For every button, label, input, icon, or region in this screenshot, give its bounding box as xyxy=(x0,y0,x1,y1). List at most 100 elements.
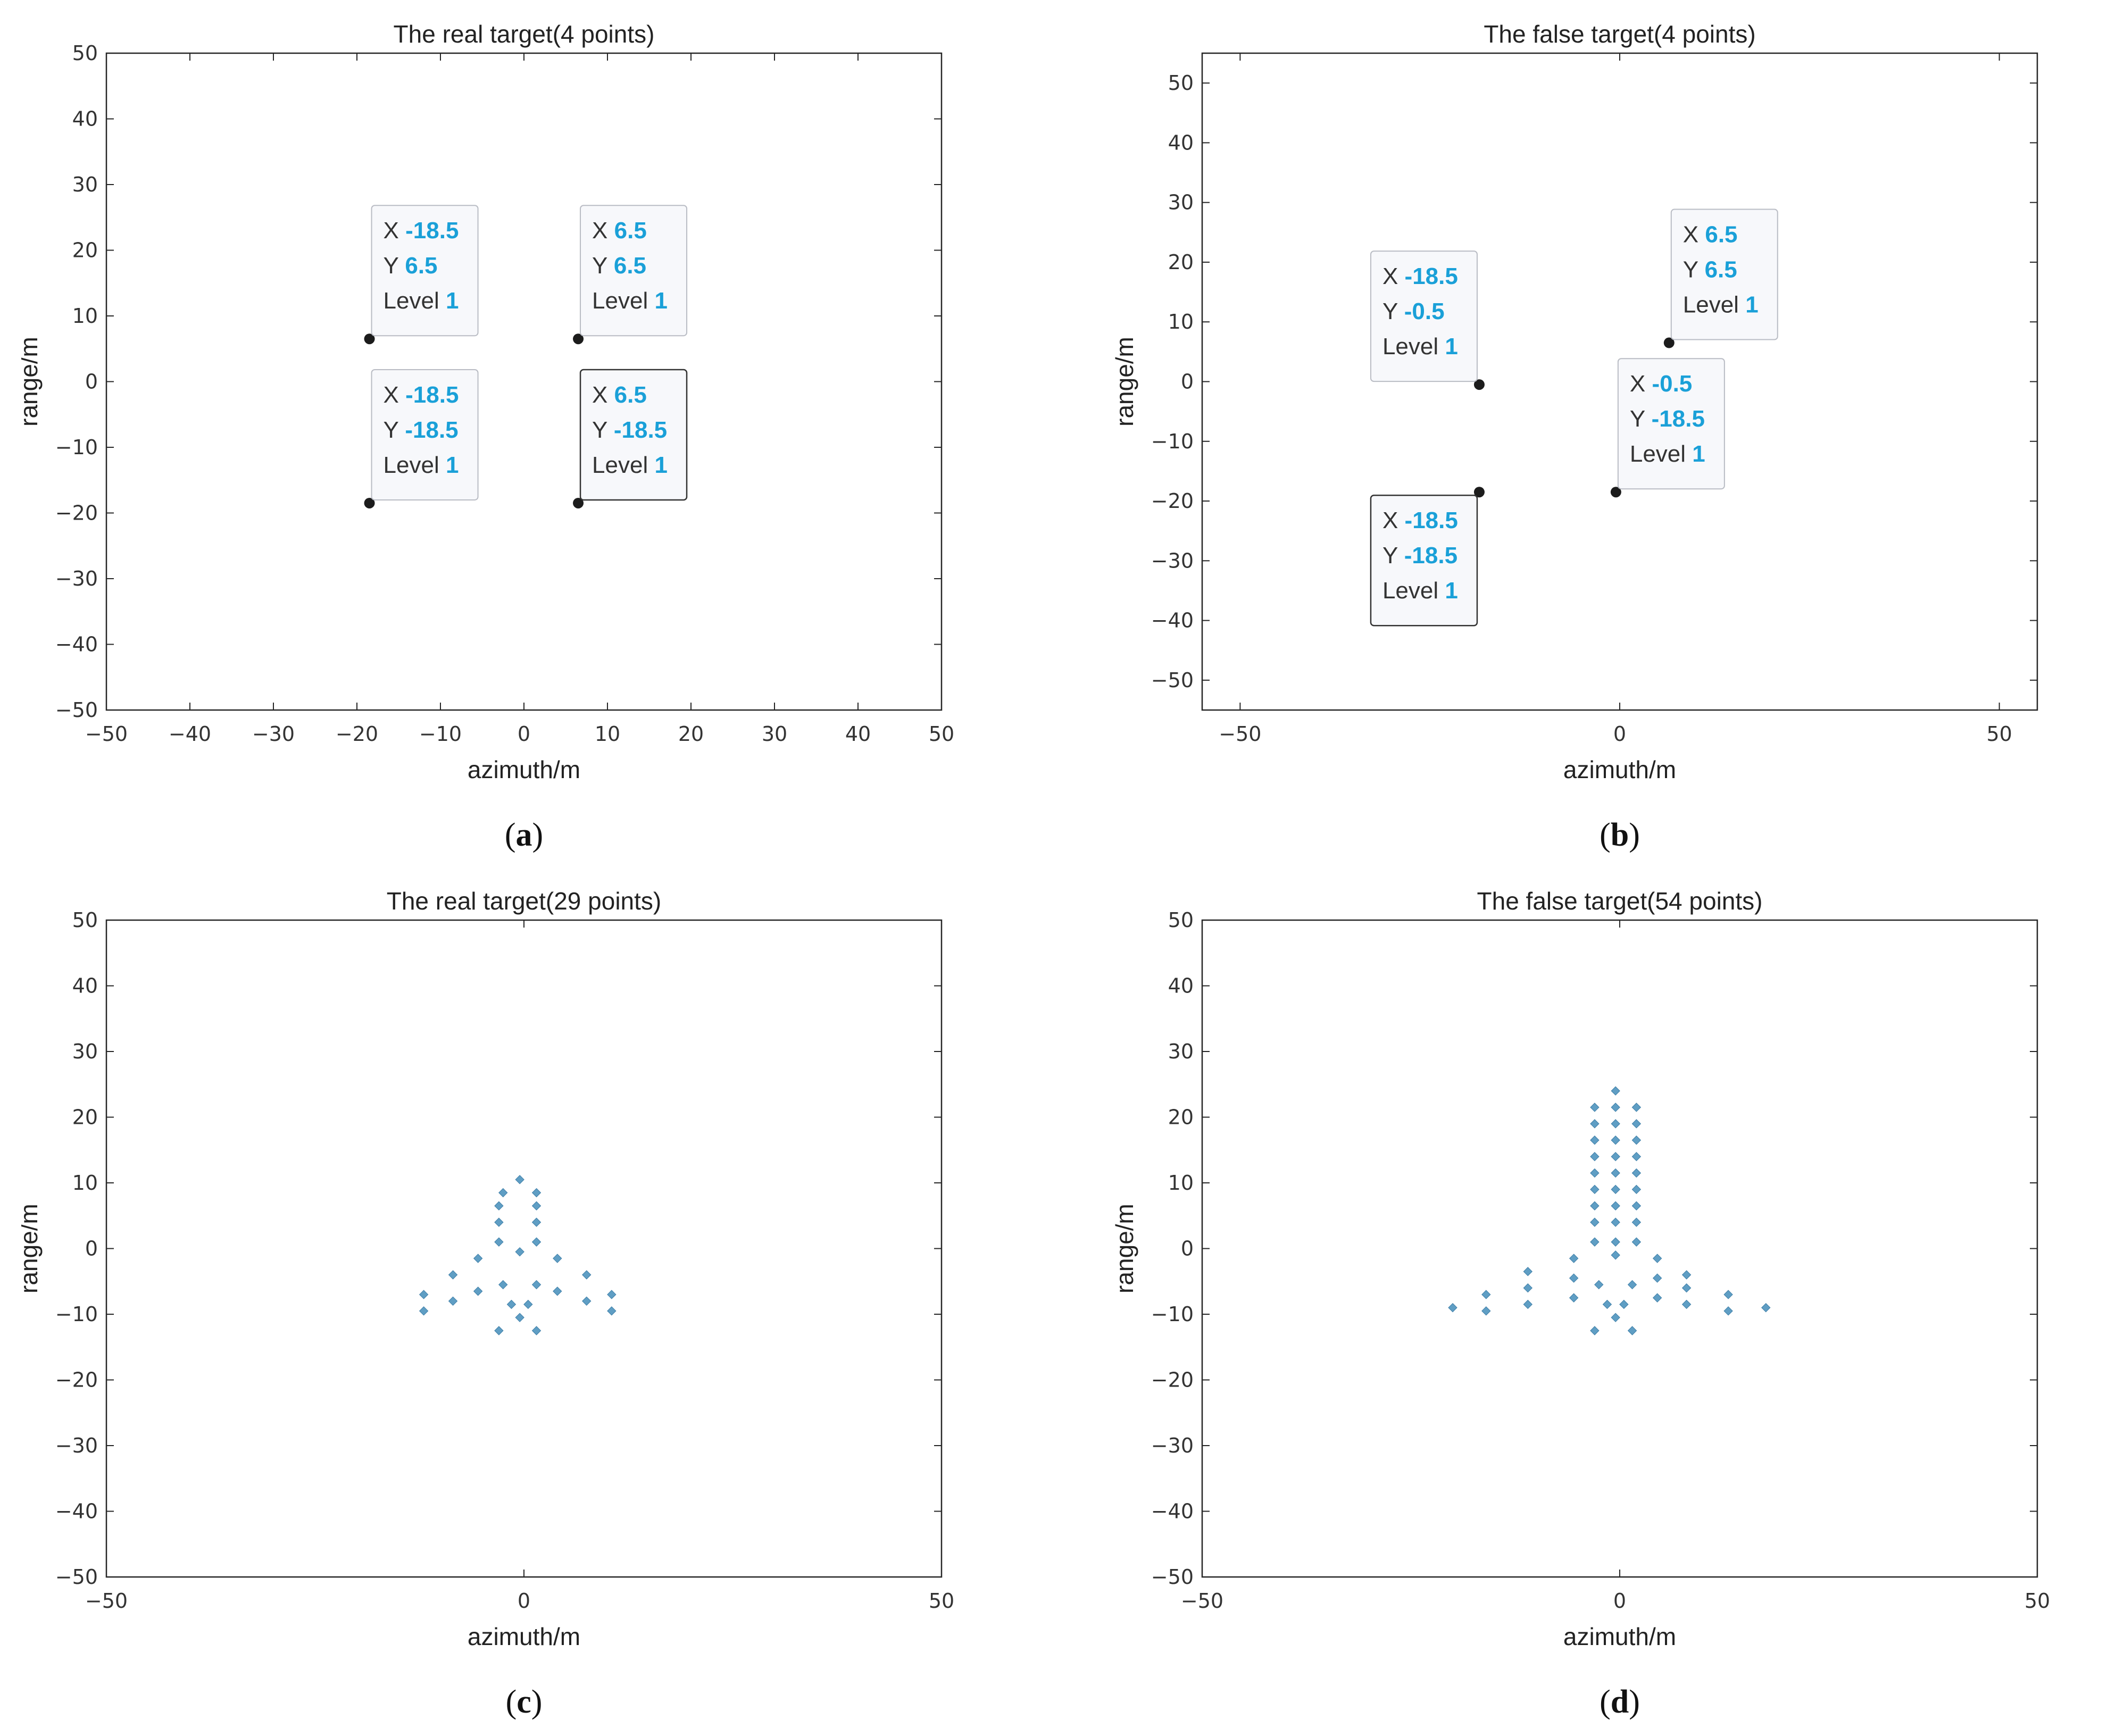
datatip-value: -18.5 xyxy=(1405,507,1458,533)
y-tick-label: 20 xyxy=(1168,1106,1194,1129)
data-point xyxy=(1631,1184,1642,1195)
datatip-value: 6.5 xyxy=(614,382,647,408)
datatip-label: X xyxy=(384,218,399,244)
data-point xyxy=(448,1296,458,1306)
y-tick-label: −30 xyxy=(55,567,98,590)
y-tick-label: −50 xyxy=(1151,1565,1194,1589)
data-point xyxy=(1652,1273,1662,1283)
datatip-label: Level xyxy=(384,288,439,314)
data-point xyxy=(582,1296,592,1306)
datatip[interactable]: X 6.5 Y -18.5 Level 1 xyxy=(579,369,688,501)
data-point xyxy=(1631,1168,1642,1178)
data-point xyxy=(607,1306,617,1316)
y-tick-label: −30 xyxy=(55,1434,98,1457)
subfigure-letter: c xyxy=(517,1684,531,1720)
data-point xyxy=(1611,1168,1620,1178)
data-point xyxy=(364,333,375,345)
data-point xyxy=(1652,1254,1662,1263)
data-point xyxy=(498,1280,508,1290)
data-point xyxy=(573,333,584,345)
y-tick-label: 40 xyxy=(72,107,98,131)
plot-area xyxy=(105,919,943,1578)
chart-d-svg: The false target(54 points) −50 0 50 −50 −40 −… xyxy=(1111,887,2050,1720)
datatip-row: Level 1 xyxy=(1630,441,1705,467)
datatip-box xyxy=(1670,208,1778,340)
datatip[interactable]: X -18.5 Y -0.5 Level 1 xyxy=(1370,251,1478,382)
data-point xyxy=(553,1287,562,1296)
datatip-label: X xyxy=(1382,263,1398,289)
y-tick-label: −20 xyxy=(1151,1368,1194,1392)
y-tick-label: −10 xyxy=(55,436,98,459)
datatip-label: Level xyxy=(1630,441,1686,467)
datatip-row: Y -18.5 xyxy=(1382,542,1457,569)
data-point xyxy=(531,1326,542,1336)
data-point xyxy=(1590,1237,1600,1247)
datatip-row: Y 6.5 xyxy=(592,253,646,279)
datatip-row: X -18.5 xyxy=(1382,507,1458,533)
data-point xyxy=(531,1188,542,1198)
data-point xyxy=(1590,1201,1600,1211)
x-axis-label: azimuth/m xyxy=(1563,756,1676,783)
data-point xyxy=(1611,1237,1620,1247)
datatip-row: X 6.5 xyxy=(592,218,647,244)
y-tick-label: −20 xyxy=(55,1368,98,1392)
y-tick-label: 30 xyxy=(1168,1040,1194,1063)
data-point xyxy=(1611,1201,1620,1211)
data-point xyxy=(523,1299,533,1309)
data-point xyxy=(1610,487,1621,498)
datatip-value: -18.5 xyxy=(1405,263,1458,289)
y-tick-label: 10 xyxy=(72,1171,98,1195)
chart-panel-c: The real target(29 points) −50 0 50 −50 −40 −3… xyxy=(21,878,1011,1729)
datatip-value: -18.5 xyxy=(405,218,459,244)
datatip-label: Y xyxy=(1683,257,1698,283)
datatip-row: Level 1 xyxy=(592,288,668,314)
data-point xyxy=(1590,1136,1600,1145)
datatip-value: 1 xyxy=(1445,578,1457,604)
y-tick-label: −40 xyxy=(55,633,98,656)
y-tick-label: −50 xyxy=(55,698,98,722)
data-point xyxy=(1590,1168,1600,1178)
y-tick-label: 0 xyxy=(1181,370,1194,394)
y-tick-label: 10 xyxy=(1168,310,1194,333)
data-point xyxy=(1481,1290,1491,1299)
data-point xyxy=(531,1201,542,1211)
data-point xyxy=(419,1306,429,1316)
x-tick-label: 0 xyxy=(518,1589,530,1613)
datatip-value: -18.5 xyxy=(405,417,458,443)
y-tick-label: 40 xyxy=(72,974,98,998)
datatip-value: -18.5 xyxy=(614,417,667,443)
data-point xyxy=(1611,1151,1620,1162)
datatip-row: Y -18.5 xyxy=(1630,406,1705,432)
data-point xyxy=(1627,1326,1637,1336)
datatip-value: 1 xyxy=(1692,441,1705,467)
data-point xyxy=(1523,1299,1533,1309)
y-tick-label: −30 xyxy=(1151,1434,1194,1457)
datatip-row: Level 1 xyxy=(592,452,668,478)
datatip-label: Y xyxy=(592,253,607,279)
data-point xyxy=(1681,1283,1692,1293)
x-tick-label: −20 xyxy=(336,722,378,746)
data-point xyxy=(1611,1184,1620,1195)
datatip-value: 1 xyxy=(1445,333,1457,360)
data-point xyxy=(515,1313,524,1322)
y-tick-label: −10 xyxy=(55,1303,98,1326)
chart-panel-b: The false target(4 points) −50 0 50 −50 −40 −3… xyxy=(1096,11,2085,862)
data-point xyxy=(1448,1303,1457,1313)
data-point xyxy=(494,1201,504,1211)
chart-title: The real target(29 points) xyxy=(387,887,662,915)
datatip-row: Level 1 xyxy=(384,288,459,314)
datatip-value: 1 xyxy=(1745,292,1758,318)
datatip[interactable]: X -0.5 Y -18.5 Level 1 xyxy=(1617,358,1725,490)
datatip-row: Level 1 xyxy=(1683,292,1759,318)
data-point xyxy=(1723,1290,1733,1299)
datatip-row: Level 1 xyxy=(384,452,459,478)
datatip[interactable]: X 6.5 Y 6.5 Level 1 xyxy=(580,205,688,337)
x-tick-label: −50 xyxy=(1219,722,1261,746)
datatip-label: X xyxy=(1630,371,1645,397)
datatip-label: X xyxy=(592,382,607,408)
x-tick-label: 50 xyxy=(2025,1589,2050,1613)
